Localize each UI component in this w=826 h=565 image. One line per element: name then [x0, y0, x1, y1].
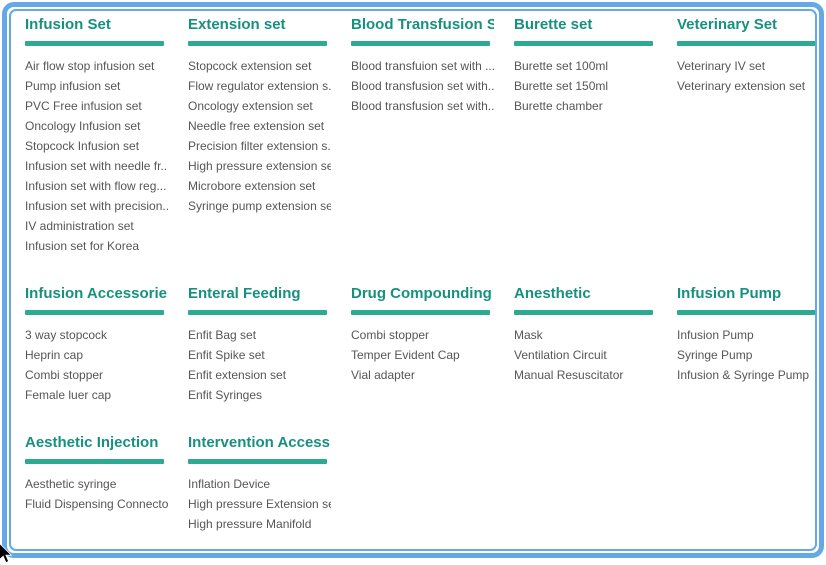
category-item-link[interactable]: High pressure Extension set: [188, 497, 331, 511]
category-section: Drug Compounding Combi stopper Temper Evid…: [351, 284, 514, 405]
title-underline-bar: [25, 459, 164, 464]
mega-menu-panel: Infusion Set Air flow stop infusion set Pu…: [2, 2, 824, 558]
category-item-link[interactable]: Stopcock Infusion set: [25, 139, 140, 153]
category-item-link[interactable]: Ventilation Circuit: [514, 348, 607, 362]
category-item-list: Veterinary IV set Veterinary extension se…: [677, 56, 815, 96]
title-underline-bar: [351, 41, 490, 46]
category-item-link[interactable]: High pressure extension set: [188, 159, 331, 173]
category-item-link[interactable]: Infusion & Syringe Pump: [677, 368, 810, 382]
category-title-link[interactable]: Anesthetic: [514, 285, 591, 302]
category-item-list: Aesthetic syringe Fluid Dispensing Connec…: [25, 474, 168, 514]
title-underline-bar: [351, 310, 490, 315]
category-section: Burette set Burette set 100ml Burette set …: [514, 15, 677, 256]
category-item-link[interactable]: Burette set 150ml: [514, 79, 609, 93]
category-item-list: Blood transfuion set with ... Blood trans…: [351, 56, 494, 116]
category-item-link[interactable]: Flow regulator extension s...: [188, 79, 331, 93]
category-title-link[interactable]: Drug Compounding: [351, 285, 492, 302]
category-item-link[interactable]: Female luer cap: [25, 388, 112, 402]
category-section: Infusion Accessories 3 way stopcock Heprin…: [25, 284, 188, 405]
category-section: Infusion Pump Infusion Pump Syringe Pump In…: [677, 284, 815, 405]
category-item-link[interactable]: Mask: [514, 328, 543, 342]
category-title-link[interactable]: Enteral Feeding: [188, 285, 301, 302]
category-item-link[interactable]: Oncology Infusion set: [25, 119, 141, 133]
category-item-link[interactable]: 3 way stopcock: [25, 328, 108, 342]
category-item-link[interactable]: Pump infusion set: [25, 79, 121, 93]
category-item-link[interactable]: Manual Resuscitator: [514, 368, 624, 382]
category-item-link[interactable]: Air flow stop infusion set: [25, 59, 155, 73]
category-item-link[interactable]: Enfit Syringes: [188, 388, 263, 402]
category-item-link[interactable]: Oncology extension set: [188, 99, 313, 113]
category-item-list: Combi stopper Temper Evident Cap Vial adap…: [351, 325, 494, 385]
category-item-link[interactable]: Infusion Pump: [677, 328, 754, 342]
category-title-link[interactable]: Infusion Pump: [677, 285, 782, 302]
title-underline-bar: [514, 310, 653, 315]
category-title-link[interactable]: Veterinary Set: [677, 16, 778, 33]
category-item-list: Burette set 100ml Burette set 150ml Burett…: [514, 56, 657, 116]
category-item-link[interactable]: Precision filter extension s...: [188, 139, 331, 153]
category-item-list: Enfit Bag set Enfit Spike set Enfit extens…: [188, 325, 331, 405]
category-title-link[interactable]: Infusion Accessories: [25, 285, 168, 302]
title-underline-bar: [677, 41, 815, 46]
category-item-link[interactable]: Infusion set with precision...: [25, 199, 168, 213]
category-grid: Infusion Set Air flow stop infusion set Pu…: [25, 15, 815, 549]
category-item-link[interactable]: Infusion set with needle fr...: [25, 159, 168, 173]
category-item-link[interactable]: Fluid Dispensing Connector: [25, 497, 168, 511]
category-item-link[interactable]: High pressure Manifold: [188, 517, 312, 531]
category-item-link[interactable]: Stopcock extension set: [188, 59, 312, 73]
category-item-link[interactable]: Vial adapter: [351, 368, 415, 382]
category-item-list: 3 way stopcock Heprin cap Combi stopper Fem…: [25, 325, 168, 405]
title-underline-bar: [188, 459, 327, 464]
title-underline-bar: [677, 310, 815, 315]
category-item-link[interactable]: Syringe pump extension set: [188, 199, 331, 213]
title-underline-bar: [514, 41, 653, 46]
category-title-link[interactable]: Extension set: [188, 16, 286, 33]
category-item-link[interactable]: Combi stopper: [25, 368, 104, 382]
category-item-link[interactable]: Burette set 100ml: [514, 59, 609, 73]
category-item-link[interactable]: Aesthetic syringe: [25, 477, 117, 491]
category-title-link[interactable]: Burette set: [514, 16, 593, 33]
category-item-link[interactable]: Blood transfusion set with...: [351, 99, 494, 113]
category-item-link[interactable]: PVC Free infusion set: [25, 99, 142, 113]
category-section: Aesthetic Injection Aesthetic syringe Flui…: [25, 433, 188, 534]
category-item-link[interactable]: Microbore extension set: [188, 179, 316, 193]
category-item-link[interactable]: Veterinary extension set: [677, 79, 806, 93]
category-title-link[interactable]: Aesthetic Injection: [25, 434, 159, 451]
category-item-list: Infusion Pump Syringe Pump Infusion & Syri…: [677, 325, 815, 385]
category-item-link[interactable]: Blood transfusion set with...: [351, 79, 494, 93]
category-item-list: Mask Ventilation Circuit Manual Resuscitat…: [514, 325, 657, 385]
category-item-link[interactable]: Enfit Spike set: [188, 348, 265, 362]
category-item-link[interactable]: Burette chamber: [514, 99, 603, 113]
category-section: Enteral Feeding Enfit Bag set Enfit Spike …: [188, 284, 351, 405]
title-underline-bar: [188, 310, 327, 315]
category-item-link[interactable]: Infusion set with flow reg...: [25, 179, 167, 193]
category-item-list: Air flow stop infusion set Pump infusion …: [25, 56, 168, 256]
category-section: Intervention Access... Inflation Device Hi…: [188, 433, 351, 534]
category-item-link[interactable]: Needle free extension set: [188, 119, 325, 133]
category-item-list: Inflation Device High pressure Extension …: [188, 474, 331, 534]
category-section: Blood Transfusion Set Blood transfuion se…: [351, 15, 514, 256]
category-title-link[interactable]: Infusion Set: [25, 16, 111, 33]
title-underline-bar: [188, 41, 327, 46]
category-item-link[interactable]: Inflation Device: [188, 477, 271, 491]
category-section: Anesthetic Mask Ventilation Circuit Manual …: [514, 284, 677, 405]
category-item-link[interactable]: Blood transfuion set with ...: [351, 59, 494, 73]
category-section: Infusion Set Air flow stop infusion set Pu…: [25, 15, 188, 256]
category-section: Veterinary Set Veterinary IV set Veterinar…: [677, 15, 815, 256]
category-item-link[interactable]: Heprin cap: [25, 348, 84, 362]
mega-menu-content: Infusion Set Air flow stop infusion set Pu…: [9, 9, 817, 551]
category-item-link[interactable]: Syringe Pump: [677, 348, 753, 362]
category-item-link[interactable]: Combi stopper: [351, 328, 430, 342]
category-item-link[interactable]: Enfit extension set: [188, 368, 287, 382]
category-title-link[interactable]: Intervention Access...: [188, 434, 331, 451]
category-item-link[interactable]: Enfit Bag set: [188, 328, 257, 342]
category-item-list: Stopcock extension set Flow regulator ext…: [188, 56, 331, 216]
category-section: Extension set Stopcock extension set Flow …: [188, 15, 351, 256]
category-item-link[interactable]: Veterinary IV set: [677, 59, 766, 73]
category-item-link[interactable]: Temper Evident Cap: [351, 348, 460, 362]
title-underline-bar: [25, 310, 164, 315]
category-item-link[interactable]: Infusion set for Korea: [25, 239, 140, 253]
category-title-link[interactable]: Blood Transfusion Set: [351, 16, 494, 33]
category-item-link[interactable]: IV administration set: [25, 219, 134, 233]
title-underline-bar: [25, 41, 164, 46]
